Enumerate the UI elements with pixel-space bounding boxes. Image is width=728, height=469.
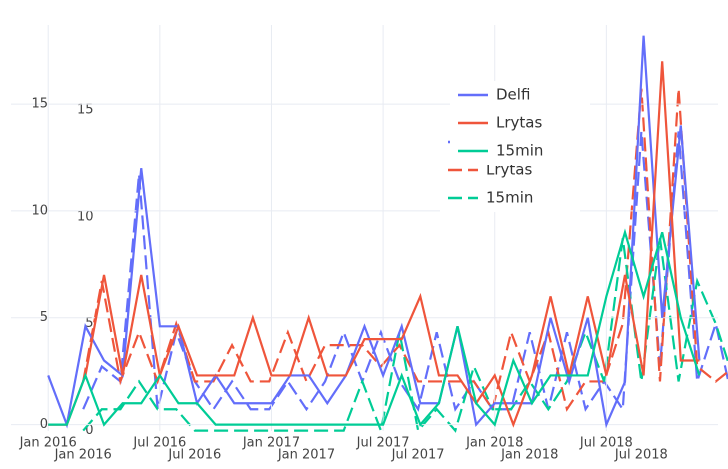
x-tick-label: Jan 2018: [465, 436, 523, 451]
y-tick-label: 10: [31, 203, 48, 218]
plot-layer: 0 5 10 15 Jan 2016 Jul 2016 Jan 2017 Jul 2017 Ja…: [11, 25, 718, 451]
legend: Delfi Lrytas 15min: [450, 81, 590, 165]
legend-label: 15min: [486, 189, 533, 207]
x-tick-label: Jan 2017: [242, 436, 300, 451]
legend-label: Lrytas: [496, 114, 542, 132]
x-tick-label: Jan 2016: [54, 448, 112, 463]
x-tick-label: Jul 2017: [356, 436, 410, 451]
legend-label: 15min: [496, 142, 543, 160]
y-tick-label: 5: [85, 316, 93, 331]
legend-label: Delfi: [496, 86, 530, 104]
x-tick-label: Jan 2018: [500, 448, 558, 463]
series-line: [48, 61, 700, 428]
y-tick-label: 0: [85, 423, 93, 438]
y-tick-label: 10: [77, 209, 94, 224]
y-tick-label: 15: [31, 97, 48, 112]
x-tick-label: Jan 2017: [277, 448, 335, 463]
series-line: [47, 35, 701, 429]
x-tick-label: Jul 2017: [391, 448, 445, 463]
x-tick-label: Jul 2016: [132, 436, 186, 451]
y-tick-label: 0: [40, 417, 48, 432]
x-tick-label: Jul 2016: [167, 448, 221, 463]
x-tick-label: Jul 2018: [614, 448, 668, 463]
series-line: [48, 228, 701, 427]
plot-layer: 0 5 10 15 Jan 2016 Jul 2016 Jan 2017 Jul 2017 Ja…: [54, 88, 728, 463]
x-tick-label: Jan 2016: [19, 436, 77, 451]
x-tick-label: Jul 2018: [579, 436, 633, 451]
series-line: [82, 88, 728, 412]
y-tick-label: 5: [40, 310, 48, 325]
series-line: [82, 238, 728, 435]
y-tick-label: 15: [77, 103, 94, 118]
